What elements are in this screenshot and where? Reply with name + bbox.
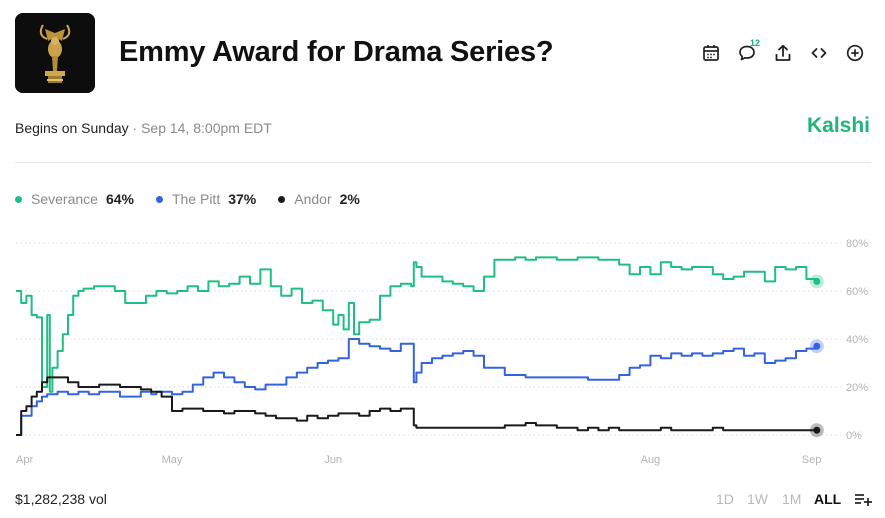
x-tick-label: Aug bbox=[641, 454, 661, 466]
x-tick-label: Jun bbox=[324, 454, 342, 466]
begins-label: Begins on Sunday bbox=[15, 120, 129, 136]
legend-item-severance[interactable]: Severance 64% bbox=[15, 191, 134, 207]
price-history-chart[interactable]: 80% 60% 40% 20% 0% Apr May Jun Aug Sep bbox=[0, 225, 885, 475]
add-icon bbox=[846, 44, 864, 62]
legend-percent: 2% bbox=[339, 191, 360, 207]
legend-percent: 64% bbox=[105, 191, 134, 207]
legend-name: The Pitt bbox=[171, 191, 221, 207]
legend-dot-icon bbox=[15, 195, 22, 203]
range-all[interactable]: ALL bbox=[814, 491, 842, 507]
divider bbox=[15, 162, 871, 163]
series-line-the-pitt bbox=[16, 338, 818, 436]
range-1d[interactable]: 1D bbox=[716, 491, 734, 507]
legend-item-andor[interactable]: Andor 2% bbox=[278, 191, 360, 207]
add-button[interactable] bbox=[842, 40, 868, 66]
series-end-dot-severance bbox=[813, 277, 821, 285]
y-tick-label: 40% bbox=[846, 334, 868, 346]
x-tick-label: Sep bbox=[802, 454, 822, 466]
share-icon bbox=[775, 44, 791, 61]
range-1w[interactable]: 1W bbox=[747, 491, 768, 507]
series-end-dot-andor bbox=[813, 426, 821, 434]
volume-label: $1,282,238 vol bbox=[15, 491, 107, 507]
share-button[interactable] bbox=[770, 40, 796, 66]
event-datetime: Sep 14, 8:00pm EDT bbox=[141, 120, 272, 136]
emmy-statuette-icon bbox=[15, 13, 95, 93]
y-tick-label: 0% bbox=[846, 430, 862, 442]
comments-button[interactable] bbox=[734, 40, 760, 66]
calendar-button[interactable] bbox=[698, 40, 724, 66]
chart-legend: Severance 64% The Pitt 37% Andor 2% bbox=[15, 191, 360, 207]
legend-percent: 37% bbox=[228, 191, 257, 207]
y-tick-label: 80% bbox=[846, 238, 868, 250]
page-title: Emmy Award for Drama Series? bbox=[119, 36, 554, 68]
legend-dot-icon bbox=[155, 195, 163, 203]
schedule-separator: · bbox=[132, 120, 142, 136]
embed-icon bbox=[811, 48, 827, 58]
embed-button[interactable] bbox=[806, 40, 832, 66]
series-line-andor bbox=[16, 376, 817, 436]
legend-name: Andor bbox=[294, 191, 332, 207]
y-tick-label: 60% bbox=[846, 286, 868, 298]
event-schedule: Begins on Sunday · Sep 14, 8:00pm EDT bbox=[15, 120, 272, 136]
event-logo bbox=[15, 13, 95, 93]
legend-item-the-pitt[interactable]: The Pitt 37% bbox=[155, 191, 257, 207]
y-tick-label: 20% bbox=[846, 382, 868, 394]
comment-icon bbox=[739, 45, 755, 61]
series-line-severance bbox=[16, 256, 818, 393]
calendar-icon bbox=[703, 45, 719, 61]
range-1m[interactable]: 1M bbox=[782, 491, 802, 507]
list-add-icon bbox=[855, 494, 872, 506]
x-tick-label: Apr bbox=[16, 454, 33, 466]
x-tick-label: May bbox=[162, 454, 183, 466]
comment-count: 12 bbox=[750, 38, 761, 48]
legend-dot-icon bbox=[278, 195, 286, 203]
legend-name: Severance bbox=[31, 191, 98, 207]
series-end-dot-the-pitt bbox=[813, 342, 821, 350]
chart-options-button[interactable] bbox=[853, 490, 873, 508]
brand-logo[interactable]: Kalshi bbox=[807, 114, 871, 137]
